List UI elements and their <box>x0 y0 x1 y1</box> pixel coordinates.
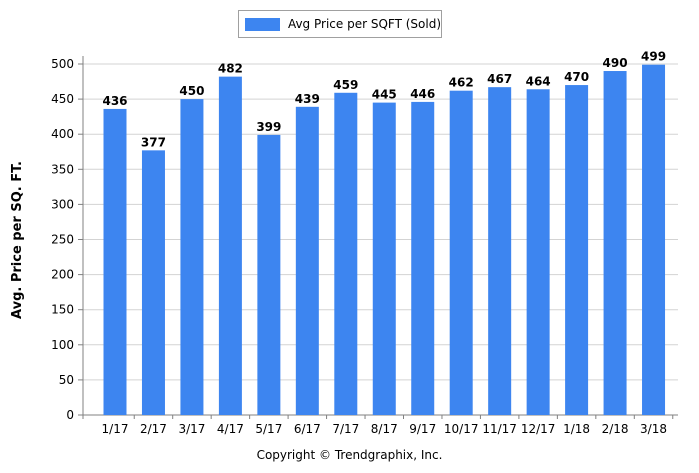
legend: Avg Price per SQFT (Sold) <box>238 10 442 38</box>
bar <box>141 150 165 415</box>
x-tick-label: 1/17 <box>102 422 129 436</box>
data-label: 399 <box>256 120 281 134</box>
bar <box>565 85 589 415</box>
data-label: 470 <box>564 70 589 84</box>
data-label: 436 <box>102 94 127 108</box>
y-axis-label: Avg. Price per SQ. FT. <box>10 161 25 319</box>
bar <box>449 90 473 416</box>
x-tick-label: 2/17 <box>140 422 167 436</box>
y-tick-label: 150 <box>51 303 74 317</box>
data-label: 464 <box>526 74 551 88</box>
y-tick-label: 0 <box>66 408 74 422</box>
bar <box>180 99 204 415</box>
bar <box>372 102 396 416</box>
x-tick-label: 7/17 <box>332 422 359 436</box>
y-tick-label: 100 <box>51 338 74 352</box>
y-tick-label: 450 <box>51 92 74 106</box>
data-label: 467 <box>487 72 512 86</box>
bars <box>103 64 666 416</box>
y-tick-label: 300 <box>51 197 74 211</box>
bar <box>488 87 512 415</box>
x-tick-label: 11/17 <box>482 422 517 436</box>
x-tick-label: 1/18 <box>563 422 590 436</box>
bar <box>103 108 127 415</box>
legend-swatch <box>245 17 280 31</box>
x-axis-ticks: 1/17 2/17 3/17 4/17 5/17 6/17 7/17 8/17 9/17 10/1… <box>82 415 674 436</box>
x-tick-label: 2/18 <box>602 422 629 436</box>
bar <box>526 89 550 415</box>
x-tick-label: 9/17 <box>409 422 436 436</box>
x-tick-label: 5/17 <box>255 422 282 436</box>
data-label: 482 <box>218 62 243 76</box>
data-label: 462 <box>449 76 474 90</box>
bar <box>218 76 242 416</box>
y-axis-ticks: 0 50 100 150 200 250 300 350 400 450 500 <box>51 57 83 422</box>
x-tick-label: 4/17 <box>217 422 244 436</box>
data-label: 446 <box>410 87 435 101</box>
data-label: 459 <box>333 78 358 92</box>
data-label: 439 <box>295 92 320 106</box>
bar <box>295 106 319 416</box>
x-tick-label: 3/18 <box>640 422 667 436</box>
data-label: 499 <box>641 50 666 64</box>
x-tick-label: 6/17 <box>294 422 321 436</box>
bar <box>603 71 627 416</box>
y-tick-label: 250 <box>51 233 74 247</box>
x-tick-label: 8/17 <box>371 422 398 436</box>
data-label: 490 <box>603 56 628 70</box>
data-label: 445 <box>372 88 397 102</box>
copyright-text: Copyright © Trendgraphix, Inc. <box>256 448 443 462</box>
y-tick-label: 400 <box>51 127 74 141</box>
data-label: 450 <box>179 84 204 98</box>
x-tick-label: 12/17 <box>521 422 556 436</box>
x-tick-label: 10/17 <box>444 422 479 436</box>
data-label: 377 <box>141 135 166 149</box>
bar <box>334 92 358 416</box>
y-tick-label: 50 <box>59 373 74 387</box>
bar <box>411 101 435 416</box>
y-tick-label: 200 <box>51 268 74 282</box>
legend-label: Avg Price per SQFT (Sold) <box>287 17 441 31</box>
bar <box>257 134 281 416</box>
y-tick-label: 350 <box>51 162 74 176</box>
data-labels: 436 377 450 482 399 439 459 445 446 462 467 464 470 4… <box>102 50 666 150</box>
y-tick-label: 500 <box>51 57 74 71</box>
x-tick-label: 3/17 <box>178 422 205 436</box>
bar <box>642 64 666 416</box>
